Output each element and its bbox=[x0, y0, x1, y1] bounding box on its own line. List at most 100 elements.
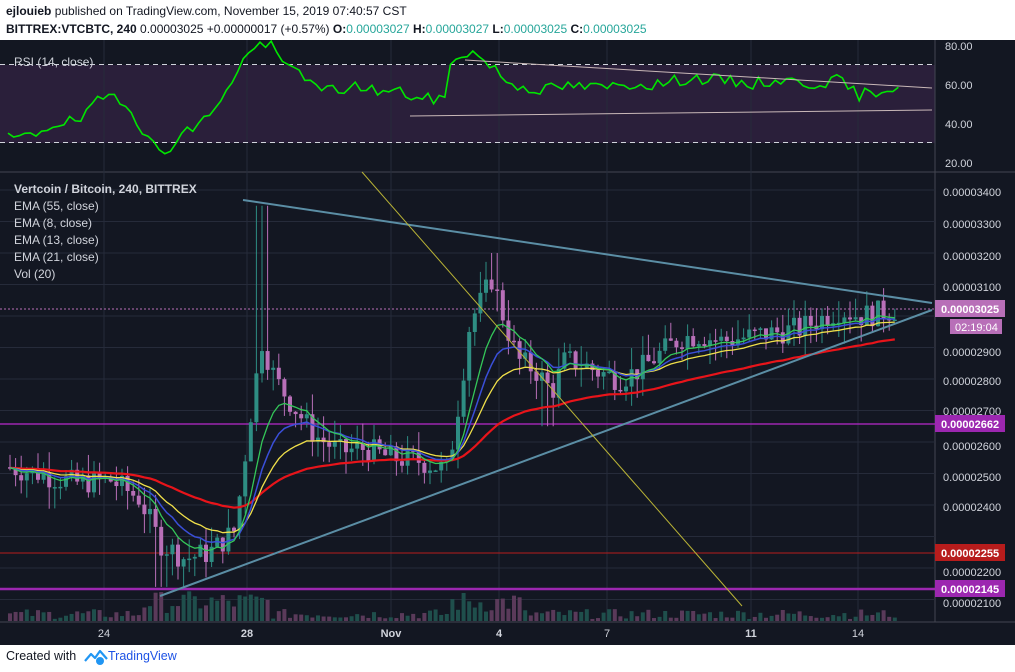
candle-body bbox=[500, 290, 505, 321]
price-tick: 0.00002800 bbox=[943, 376, 1001, 388]
volume-bar bbox=[736, 610, 740, 621]
candle-body bbox=[276, 367, 281, 380]
candle-body bbox=[220, 537, 225, 552]
candle-body bbox=[80, 475, 85, 482]
volume-bar bbox=[377, 617, 382, 621]
candle-body bbox=[624, 386, 628, 392]
volume-bar bbox=[366, 617, 371, 621]
candle-body bbox=[568, 351, 572, 353]
candle-body bbox=[562, 352, 567, 369]
ascending-trendline bbox=[159, 309, 933, 597]
candle-body bbox=[19, 475, 24, 481]
volume-bar bbox=[769, 615, 774, 621]
tradingview-brand-link[interactable]: TradingView bbox=[108, 649, 177, 663]
open-value: 0.00003027 bbox=[346, 22, 410, 36]
volume-bar bbox=[24, 609, 29, 621]
volume-bar bbox=[747, 618, 752, 621]
volume-bar bbox=[142, 607, 147, 621]
candle-body bbox=[24, 473, 29, 481]
candle-body bbox=[114, 481, 119, 487]
chart-canvas[interactable]: RSI (14, close) 80.00 60.00 40.00 20.00 … bbox=[0, 40, 1015, 645]
candle-body bbox=[842, 317, 847, 323]
last-price-badge: 0.00003025 bbox=[935, 300, 1005, 317]
rsi-tick: 80.00 bbox=[945, 41, 973, 53]
candle-body bbox=[512, 340, 516, 343]
candle-body bbox=[612, 371, 617, 390]
candle-body bbox=[97, 471, 102, 479]
volume-bar bbox=[405, 615, 410, 621]
candles bbox=[8, 205, 897, 589]
open-label: O: bbox=[332, 22, 347, 36]
volume-bar bbox=[394, 618, 399, 621]
rsi-tick: 40.00 bbox=[945, 119, 973, 131]
red-level-badge: 0.00002255 bbox=[935, 544, 1005, 561]
close-value: 0.00003025 bbox=[583, 22, 647, 36]
candle-body bbox=[668, 338, 673, 341]
volume-bar bbox=[388, 617, 393, 621]
volume-bar bbox=[360, 615, 365, 621]
volume-bar bbox=[825, 617, 830, 621]
chart-header: ejlouieb published on TradingView.com, N… bbox=[0, 0, 1015, 40]
purple-level-badge-text: 0.00002662 bbox=[941, 419, 999, 431]
candle-body bbox=[596, 370, 600, 377]
candle-body bbox=[148, 508, 152, 515]
candle-body bbox=[310, 414, 315, 442]
candle-body bbox=[534, 371, 539, 381]
ema8-legend: EMA (8, close) bbox=[14, 216, 92, 230]
candle-body bbox=[646, 354, 651, 362]
volume-bar bbox=[220, 595, 225, 621]
candle-body bbox=[803, 315, 808, 336]
volume-bar bbox=[881, 610, 886, 621]
candle-body bbox=[164, 554, 169, 556]
volume-bar bbox=[120, 616, 124, 621]
volume-bar bbox=[383, 618, 388, 621]
volume-bar bbox=[892, 617, 897, 621]
candle-body bbox=[439, 461, 444, 471]
price-tick: 0.00003200 bbox=[943, 251, 1001, 263]
volume-bar bbox=[618, 616, 623, 621]
candle-body bbox=[271, 367, 276, 370]
candle-body bbox=[713, 340, 718, 342]
candle-body bbox=[663, 338, 668, 351]
candle-body bbox=[820, 315, 824, 330]
volume-bar bbox=[708, 612, 712, 621]
volume-bar bbox=[674, 617, 679, 621]
candle-body bbox=[808, 315, 813, 326]
ema13-line bbox=[9, 317, 895, 544]
volume-bar bbox=[562, 615, 567, 621]
volume-bar bbox=[545, 611, 550, 621]
price-tick: 0.00003400 bbox=[943, 187, 1001, 199]
time-label: Nov bbox=[381, 628, 403, 640]
volume-bar bbox=[316, 615, 320, 621]
author-name[interactable]: ejlouieb bbox=[6, 4, 52, 18]
ema21-line bbox=[9, 321, 895, 534]
candle-body bbox=[198, 544, 203, 557]
price-tick: 0.00003300 bbox=[943, 219, 1001, 231]
candle-body bbox=[176, 544, 180, 567]
volume-bar bbox=[372, 612, 376, 621]
time-label: 4 bbox=[496, 628, 503, 640]
candle-body bbox=[752, 329, 757, 332]
candle-body bbox=[293, 411, 298, 415]
volume-bar bbox=[534, 612, 539, 621]
volume-bar bbox=[719, 611, 724, 621]
candle-body bbox=[528, 352, 533, 372]
volume-bar bbox=[590, 618, 595, 621]
candle-body bbox=[416, 451, 421, 463]
volume-bar bbox=[47, 611, 52, 621]
candle-body bbox=[181, 559, 186, 567]
candle-body bbox=[64, 476, 68, 487]
volume-bar bbox=[13, 611, 18, 621]
volume-bar bbox=[764, 617, 768, 621]
candle-body bbox=[243, 461, 248, 497]
volume-bar bbox=[433, 609, 438, 621]
ema8-line bbox=[9, 315, 895, 552]
volume-bar bbox=[864, 615, 869, 621]
ohlc-line: BITTREX:VTCBTC, 240 0.00003025 +0.000000… bbox=[6, 22, 647, 36]
price-tick: 0.00002500 bbox=[943, 472, 1001, 484]
volume-bar bbox=[741, 612, 746, 621]
volume-bar bbox=[153, 592, 158, 621]
grid-lines bbox=[0, 40, 935, 622]
volume-bar bbox=[136, 615, 141, 621]
candle-body bbox=[209, 546, 214, 562]
